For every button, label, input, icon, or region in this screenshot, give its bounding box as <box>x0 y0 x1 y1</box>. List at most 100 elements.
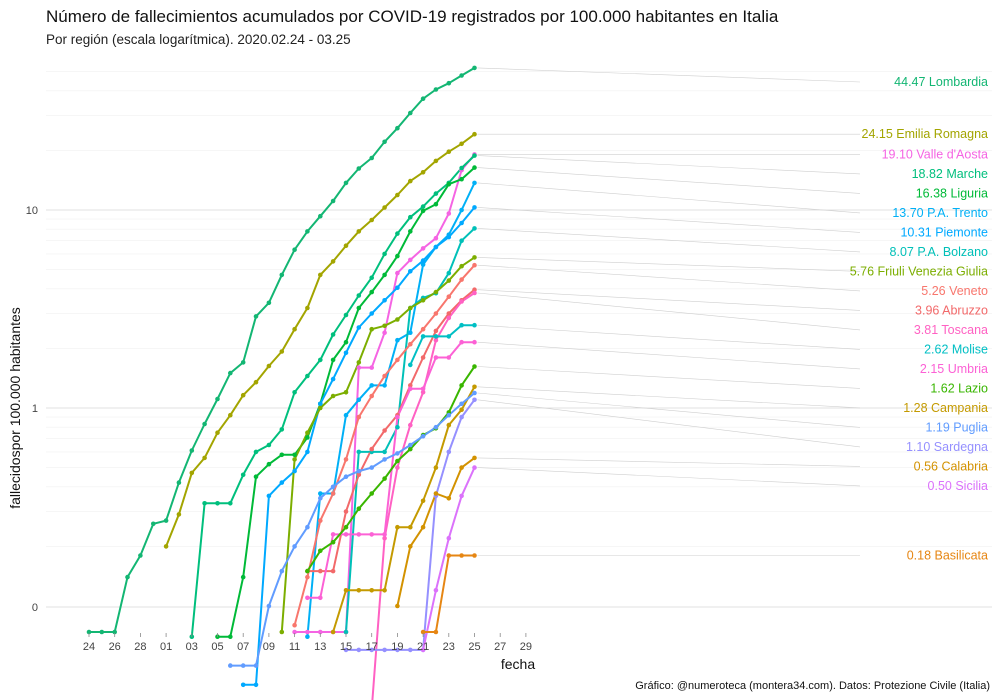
data-point <box>420 258 426 263</box>
data-point <box>202 421 207 427</box>
data-point <box>446 553 452 558</box>
data-point <box>382 449 387 455</box>
data-point <box>459 322 464 328</box>
data-point <box>459 263 464 269</box>
series-line <box>307 288 476 573</box>
data-point <box>343 350 349 356</box>
data-point <box>433 355 439 360</box>
data-point <box>459 165 464 171</box>
data-point <box>369 383 375 388</box>
data-point <box>305 574 310 580</box>
data-point <box>382 298 387 303</box>
data-point <box>395 270 400 276</box>
data-point <box>356 506 362 512</box>
data-point <box>292 326 297 332</box>
data-point <box>472 553 477 558</box>
data-point <box>382 588 387 593</box>
data-point <box>369 275 375 281</box>
data-point <box>408 446 413 452</box>
data-point <box>279 349 285 354</box>
series-end-label: 0.56 Calabria <box>914 459 988 473</box>
data-point <box>408 442 413 448</box>
data-point <box>112 629 117 635</box>
data-point <box>356 468 362 474</box>
data-point <box>420 629 426 635</box>
data-point <box>356 449 362 455</box>
data-point <box>305 568 310 574</box>
data-point <box>343 629 349 635</box>
data-point <box>356 360 362 365</box>
data-point <box>305 629 310 635</box>
x-tick-label: 19 <box>391 641 403 653</box>
data-point <box>318 548 323 554</box>
x-tick-label: 24 <box>83 641 95 653</box>
data-point <box>356 532 362 537</box>
data-point <box>369 465 375 470</box>
data-point <box>395 465 400 470</box>
data-point <box>446 496 452 501</box>
grid <box>46 71 992 608</box>
data-point <box>472 255 477 260</box>
x-tick-label: 09 <box>263 641 275 653</box>
data-point <box>253 449 259 455</box>
data-point <box>369 446 375 452</box>
data-point <box>459 407 464 413</box>
x-tick-label: 01 <box>160 641 172 653</box>
data-point <box>446 449 452 455</box>
data-point <box>459 414 464 420</box>
label-connector <box>477 264 861 292</box>
data-point <box>382 532 387 537</box>
data-point <box>433 289 439 295</box>
data-point <box>408 647 413 653</box>
data-point <box>446 311 452 316</box>
label-connector <box>477 467 861 487</box>
data-point <box>382 647 387 653</box>
data-point <box>343 647 349 653</box>
data-point <box>343 243 349 248</box>
label-connector <box>477 292 861 331</box>
data-point <box>433 311 439 316</box>
y-tick-label: 0 <box>32 602 38 614</box>
data-point <box>459 339 464 345</box>
end-labels: 44.47 Lombardia 24.15 Emilia Romagna 19.10… <box>477 67 989 563</box>
data-point <box>382 251 387 257</box>
data-point <box>472 364 477 369</box>
data-point <box>305 595 310 601</box>
series-end-label: 5.26 Veneto <box>921 284 988 298</box>
data-point <box>369 311 375 316</box>
data-point <box>305 449 310 455</box>
data-point <box>240 472 246 478</box>
data-point <box>305 305 310 311</box>
data-point <box>292 390 297 395</box>
data-point <box>408 362 413 368</box>
label-connector <box>477 67 861 83</box>
data-point <box>420 246 426 251</box>
data-point <box>420 433 426 439</box>
data-point <box>318 595 323 601</box>
data-point <box>472 131 477 137</box>
data-point <box>382 383 387 388</box>
data-point <box>356 166 362 171</box>
data-point <box>125 574 130 580</box>
data-point <box>266 300 272 306</box>
data-point <box>459 220 464 226</box>
data-point <box>408 110 413 116</box>
y-tick-labels: 0 1 10 <box>26 205 38 614</box>
x-tick-label: 11 <box>289 641 300 653</box>
series-end-label: 2.15 Umbria <box>920 362 988 376</box>
label-connector <box>477 257 861 272</box>
data-point <box>369 588 375 593</box>
data-point <box>459 207 464 213</box>
data-point <box>395 451 400 456</box>
data-point <box>446 278 452 283</box>
data-point <box>305 524 310 530</box>
series-end-label: 24.15 Emilia Romagna <box>862 127 989 141</box>
data-point <box>305 435 310 440</box>
data-point <box>433 158 439 164</box>
data-point <box>176 480 182 485</box>
label-connector <box>477 457 861 467</box>
label-connector <box>477 392 861 428</box>
data-point <box>253 474 259 480</box>
data-point <box>433 244 439 250</box>
